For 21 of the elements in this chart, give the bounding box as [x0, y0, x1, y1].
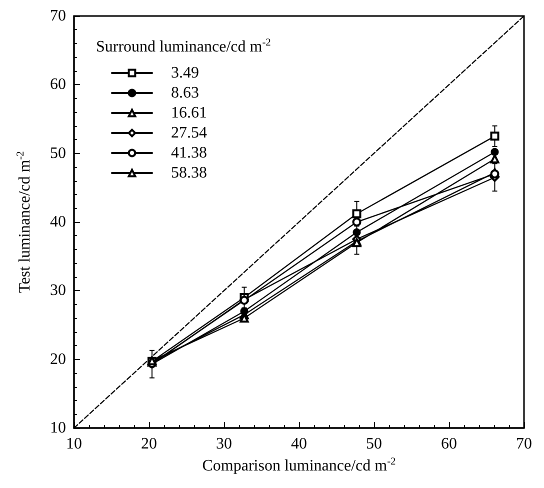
x-tick-label: 10 — [66, 436, 82, 452]
y-tick-label: 50 — [50, 144, 66, 162]
legend-label: 3.49 — [171, 64, 199, 82]
y-tick-label: 70 — [50, 8, 66, 24]
y-tick-label: 60 — [50, 76, 66, 94]
y-tick-label: 40 — [50, 214, 66, 230]
x-tick-label: 40 — [291, 436, 307, 452]
x-tick-label: 60 — [441, 436, 457, 452]
y-axis-title: Test luminance/cd m-2 — [16, 151, 34, 293]
x-tick-label: 70 — [516, 436, 532, 452]
legend-label: 27.54 — [171, 124, 207, 142]
y-tick-label: 30 — [50, 282, 66, 300]
y-tick-label: 10 — [50, 420, 66, 436]
y-tick-label: 20 — [50, 350, 66, 368]
legend-label: 41.38 — [171, 144, 207, 162]
x-tick-label: 30 — [216, 436, 232, 452]
x-tick-label: 50 — [366, 436, 382, 452]
legend-label: 16.61 — [171, 104, 207, 122]
legend-label: 58.38 — [171, 164, 207, 182]
x-tick-label: 20 — [141, 436, 157, 452]
legend-label: 8.63 — [171, 84, 199, 102]
